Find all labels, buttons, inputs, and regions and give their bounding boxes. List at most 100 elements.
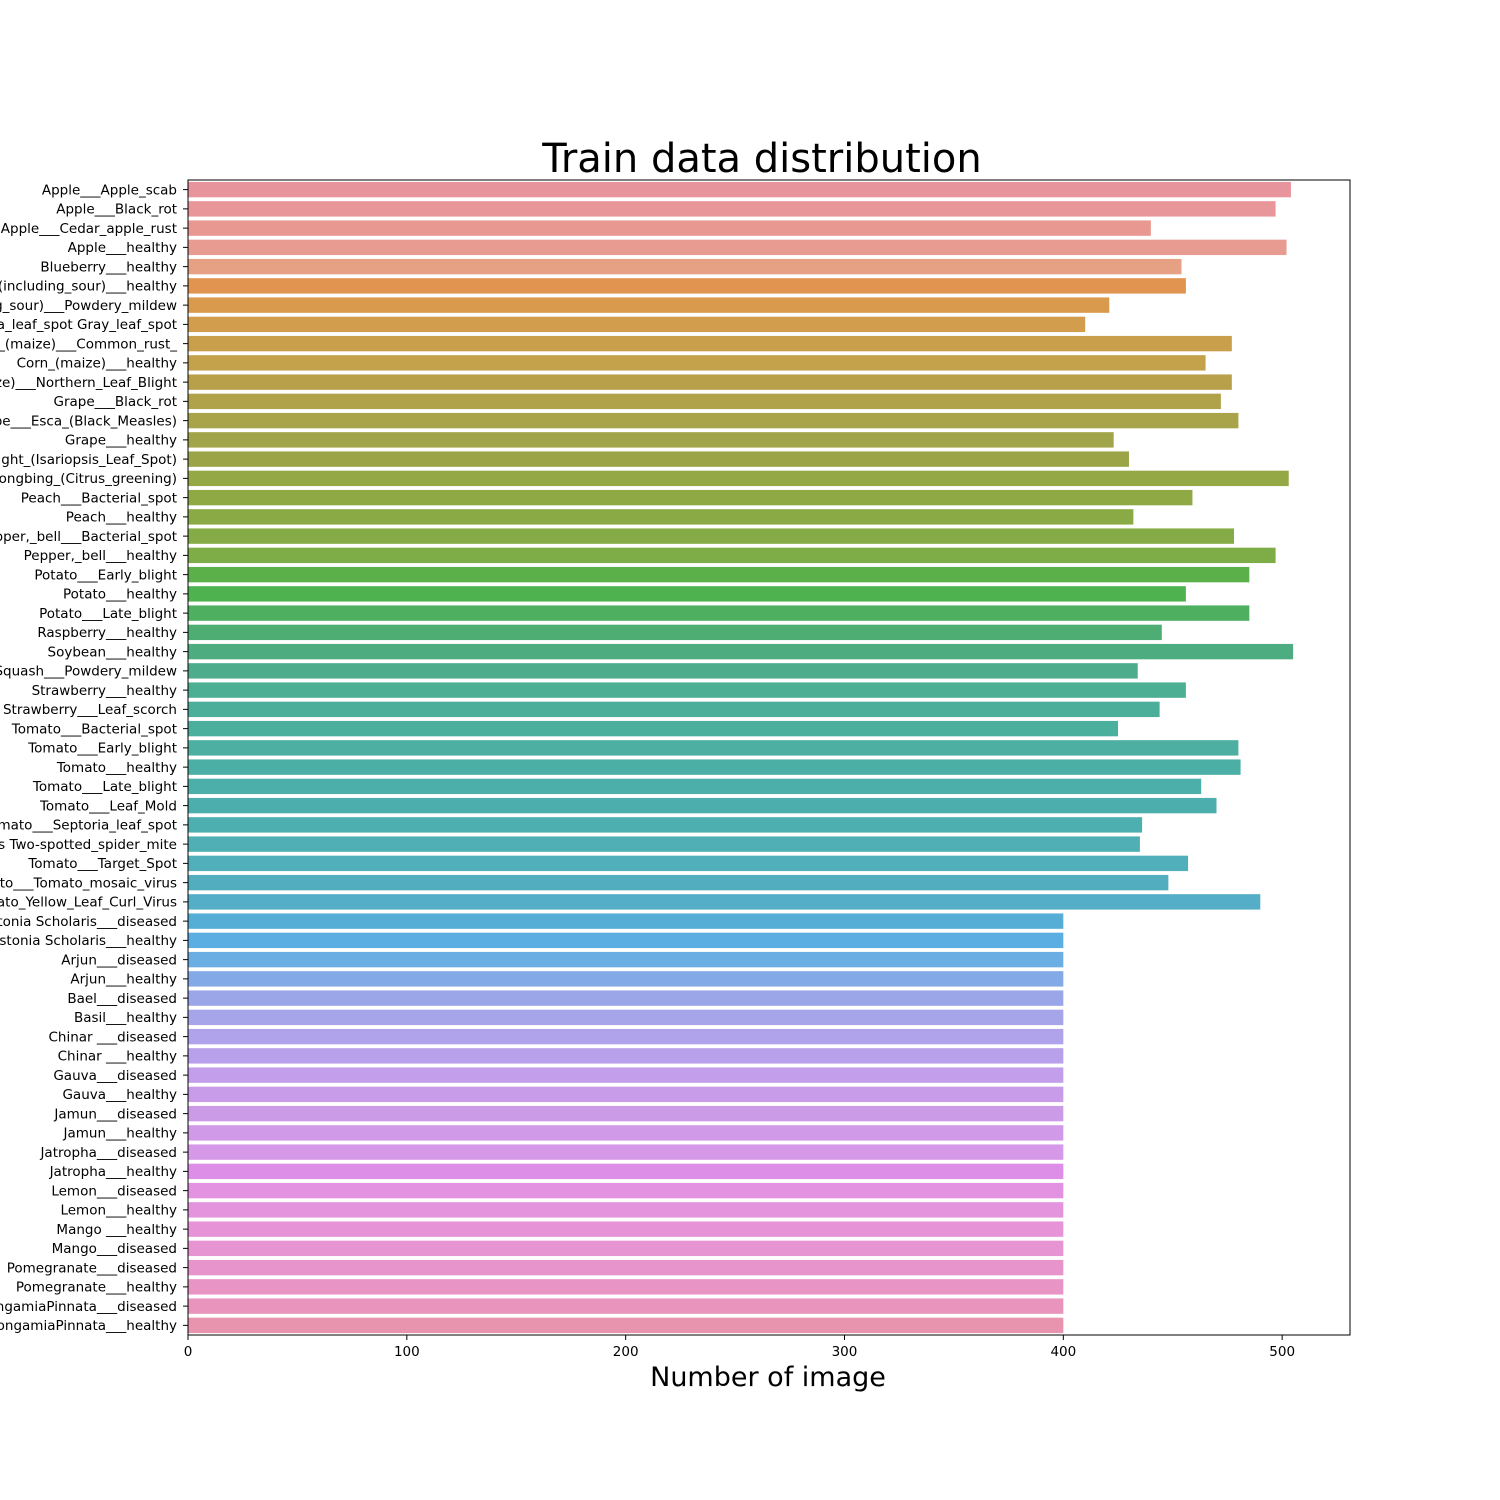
y-tick-label: Soybean___healthy	[48, 644, 178, 660]
y-tick-label: Cherry_(including_sour)___healthy	[0, 279, 177, 295]
y-tick-label: Alstonia Scholaris___diseased	[0, 914, 177, 930]
bar-18	[188, 528, 1235, 544]
bar-26	[188, 682, 1186, 698]
bar-48	[188, 1105, 1064, 1122]
y-tick-label: Grape___Black_rot	[54, 394, 178, 410]
y-tick-label: Jatropha___diseased	[39, 1145, 177, 1161]
y-tick-label: Tomato___Septoria_leaf_spot	[0, 818, 177, 834]
y-tick-label: Apple___Black_rot	[56, 202, 177, 218]
y-tick-label: Jatropha___healthy	[49, 1164, 177, 1180]
y-tick-label: Pepper,_bell___healthy	[24, 548, 177, 564]
y-tick-label: Chinar ___diseased	[49, 1029, 178, 1045]
bar-44	[188, 1028, 1064, 1045]
bar-55	[188, 1240, 1064, 1257]
y-tick-label: Apple___healthy	[68, 240, 177, 256]
bar-35	[188, 855, 1189, 872]
bar-21	[188, 586, 1186, 602]
bar-50	[188, 1144, 1064, 1160]
bar-3	[188, 239, 1287, 256]
bar-49	[188, 1125, 1064, 1141]
y-tick-label: Tomato___Early_blight	[27, 741, 177, 757]
y-tick-label: Peach___Bacterial_spot	[21, 490, 177, 506]
y-tick-label: Strawberry___healthy	[32, 683, 177, 699]
plot-frame	[187, 179, 1351, 1336]
y-tick-label: PongamiaPinnata___healthy	[0, 1318, 177, 1334]
bar-41	[188, 971, 1064, 987]
bar-6	[188, 297, 1110, 313]
bar-57	[188, 1279, 1064, 1295]
y-tick-label: Corn_(maize)___Common_rust_	[0, 336, 177, 352]
bar-13	[188, 432, 1114, 448]
bar-58	[188, 1298, 1064, 1314]
bar-5	[188, 278, 1186, 294]
bars-group	[188, 181, 1294, 1334]
bar-20	[188, 566, 1250, 583]
bar-29	[188, 740, 1239, 756]
y-tick-label: Mango ___healthy	[56, 1222, 177, 1238]
y-tick-label: Potato___Late_blight	[39, 606, 177, 622]
bar-14	[188, 451, 1129, 467]
bar-25	[188, 663, 1138, 679]
y-tick-label: Pepper,_bell___Bacterial_spot	[0, 529, 177, 545]
bar-22	[188, 605, 1250, 621]
y-tick-label: Bael___diseased	[67, 991, 177, 1007]
bar-54	[188, 1221, 1064, 1237]
x-tick-label: 500	[1269, 1344, 1295, 1360]
bar-23	[188, 624, 1162, 641]
y-tick-label: Peach___healthy	[66, 510, 177, 526]
bar-42	[188, 990, 1064, 1006]
bar-46	[188, 1067, 1064, 1083]
y-tick-label: Corn_(maize)___Northern_Leaf_Blight	[0, 375, 177, 391]
bar-45	[188, 1048, 1064, 1064]
bar-34	[188, 836, 1140, 852]
bar-10	[188, 374, 1232, 390]
bar-28	[188, 720, 1119, 737]
y-tick-label: Corn_(maize)___healthy	[17, 356, 177, 372]
y-tick-label: Potato___healthy	[63, 587, 177, 603]
x-axis-label: Number of image	[650, 1362, 886, 1393]
chart-title: Train data distribution	[541, 136, 981, 182]
bar-4	[188, 258, 1182, 275]
x-ticks: 0 100 200 300 400 500	[184, 1335, 1295, 1360]
bar-7	[188, 316, 1086, 333]
y-tick-label: Gauva___healthy	[62, 1087, 177, 1103]
y-tick-label: Pomegranate___healthy	[16, 1280, 177, 1296]
bar-17	[188, 509, 1134, 525]
y-tick-label: Grape___healthy	[65, 433, 177, 449]
bar-47	[188, 1086, 1064, 1103]
y-tick-label: Tomato___Late_blight	[32, 779, 177, 795]
y-tick-label: Lemon___diseased	[51, 1183, 177, 1199]
y-tick-label: Arjun___healthy	[70, 972, 177, 988]
bar-30	[188, 759, 1241, 775]
y-tick-label: Orange___Haunglongbing_(Citrus_greening)	[0, 471, 177, 487]
y-tick-label: Mango___diseased	[52, 1241, 177, 1257]
y-tick-labels: Apple___Apple_scab Apple___Black_rot Apple…	[0, 182, 188, 1334]
x-tick-label: 300	[832, 1344, 858, 1360]
bar-32	[188, 797, 1217, 814]
y-tick-label: Chinar ___healthy	[58, 1049, 177, 1065]
y-tick-label: Gauva___diseased	[53, 1068, 177, 1084]
y-tick-label: Apple___Cedar_apple_rust	[1, 221, 177, 237]
y-tick-label: Basil___healthy	[74, 1010, 177, 1026]
y-tick-label: Tomato___Tomato_mosaic_virus	[0, 875, 177, 891]
bar-12	[188, 412, 1239, 429]
y-tick-label: Tomato___healthy	[56, 760, 177, 776]
y-tick-label: Tomato___Tomato_Yellow_Leaf_Curl_Virus	[0, 895, 177, 911]
bar-36	[188, 874, 1169, 891]
y-tick-label: Lemon___healthy	[60, 1203, 177, 1219]
x-tick-label: 100	[394, 1344, 420, 1360]
bar-11	[188, 393, 1221, 410]
y-tick-label: Apple___Apple_scab	[42, 182, 177, 198]
bar-19	[188, 547, 1276, 564]
y-tick-label: Grape___Leaf_blight_(Isariopsis_Leaf_Spo…	[0, 452, 177, 468]
bar-40	[188, 951, 1064, 968]
y-tick-label: Arjun___diseased	[61, 952, 177, 968]
bar-31	[188, 778, 1202, 795]
bar-51	[188, 1163, 1064, 1180]
y-tick-label: Grape___Esca_(Black_Measles)	[0, 413, 177, 429]
y-tick-label: Potato___Early_blight	[34, 567, 177, 583]
y-tick-label: Tomato___Leaf_Mold	[39, 798, 177, 814]
y-tick-label: Tomato___Target_Spot	[27, 856, 177, 872]
y-tick-label: Corn_(maize)___Cercospora_leaf_spot Gray…	[0, 317, 177, 333]
